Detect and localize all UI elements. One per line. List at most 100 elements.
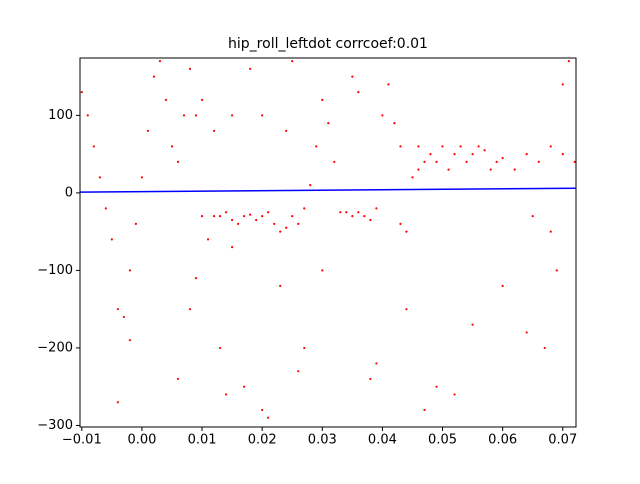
point bbox=[483, 149, 486, 152]
point bbox=[206, 238, 210, 241]
y-tick-label: 100 bbox=[48, 108, 73, 123]
point bbox=[321, 98, 324, 101]
point bbox=[261, 215, 264, 218]
point bbox=[351, 215, 354, 218]
x-tick-label: 0.04 bbox=[368, 433, 397, 448]
point bbox=[423, 160, 426, 163]
point bbox=[393, 122, 396, 125]
point bbox=[525, 331, 528, 334]
point bbox=[435, 160, 438, 163]
point bbox=[471, 323, 474, 326]
point bbox=[194, 114, 198, 117]
point bbox=[321, 269, 324, 272]
point bbox=[525, 153, 528, 156]
point bbox=[363, 215, 366, 218]
point bbox=[309, 184, 312, 187]
point bbox=[279, 284, 282, 288]
x-tick-label: 0.00 bbox=[127, 433, 156, 448]
point bbox=[441, 145, 444, 148]
y-tick-label: −100 bbox=[37, 263, 73, 278]
point bbox=[146, 129, 150, 132]
point bbox=[405, 308, 408, 311]
point bbox=[224, 211, 228, 214]
point bbox=[495, 160, 498, 163]
point bbox=[303, 207, 306, 210]
x-tick-label: 0.06 bbox=[488, 433, 517, 448]
point bbox=[375, 362, 378, 365]
point bbox=[513, 168, 516, 171]
point bbox=[339, 211, 342, 214]
point bbox=[561, 83, 564, 86]
point bbox=[182, 114, 186, 117]
point bbox=[212, 215, 216, 218]
point bbox=[555, 269, 558, 272]
point bbox=[567, 60, 570, 63]
point bbox=[399, 145, 402, 148]
point bbox=[453, 153, 456, 156]
point bbox=[435, 385, 438, 388]
point bbox=[176, 160, 180, 163]
point bbox=[279, 230, 282, 233]
point bbox=[453, 393, 456, 396]
point bbox=[116, 401, 119, 404]
chart-title: hip_roll_leftdot corrcoef:0.01 bbox=[228, 36, 428, 52]
point bbox=[164, 98, 168, 101]
x-tick-label: 0.03 bbox=[308, 433, 337, 448]
point bbox=[543, 346, 546, 350]
point bbox=[261, 408, 264, 412]
point bbox=[80, 91, 83, 94]
point bbox=[255, 218, 258, 222]
point bbox=[116, 308, 119, 311]
point bbox=[128, 339, 132, 342]
point bbox=[471, 153, 474, 156]
point bbox=[104, 207, 107, 210]
point bbox=[224, 393, 228, 396]
point bbox=[429, 153, 432, 156]
point bbox=[333, 160, 336, 163]
point bbox=[357, 91, 360, 94]
point bbox=[170, 145, 174, 148]
point bbox=[423, 408, 426, 412]
x-tick-label: 0.01 bbox=[188, 433, 217, 448]
point bbox=[531, 215, 534, 218]
point bbox=[375, 207, 378, 210]
point bbox=[477, 145, 480, 148]
fit-line bbox=[79, 187, 577, 193]
point bbox=[303, 346, 306, 350]
point bbox=[218, 346, 222, 350]
point bbox=[158, 60, 162, 63]
point bbox=[501, 284, 504, 288]
point bbox=[405, 230, 408, 233]
point bbox=[387, 83, 390, 86]
point bbox=[261, 114, 264, 117]
x-tick-label: 0.02 bbox=[248, 433, 277, 448]
point bbox=[345, 211, 348, 214]
point bbox=[447, 168, 450, 171]
point bbox=[285, 129, 288, 132]
point bbox=[267, 211, 270, 214]
point bbox=[465, 160, 468, 163]
point bbox=[86, 114, 89, 117]
y-tick-label: −200 bbox=[37, 340, 73, 355]
point bbox=[561, 153, 564, 156]
point bbox=[243, 385, 246, 388]
point bbox=[411, 176, 414, 179]
point bbox=[122, 315, 125, 319]
point bbox=[369, 218, 372, 222]
point bbox=[92, 145, 95, 148]
point bbox=[231, 246, 234, 249]
point bbox=[212, 129, 216, 132]
point bbox=[327, 122, 330, 125]
point bbox=[369, 377, 372, 381]
point bbox=[140, 176, 144, 179]
point bbox=[291, 60, 294, 63]
point bbox=[188, 67, 192, 70]
point bbox=[537, 160, 540, 163]
point bbox=[489, 168, 492, 171]
y-tick-label: −300 bbox=[37, 418, 73, 433]
x-tick-label: 0.05 bbox=[428, 433, 457, 448]
point bbox=[218, 215, 222, 218]
point bbox=[291, 215, 294, 218]
point bbox=[231, 218, 234, 222]
